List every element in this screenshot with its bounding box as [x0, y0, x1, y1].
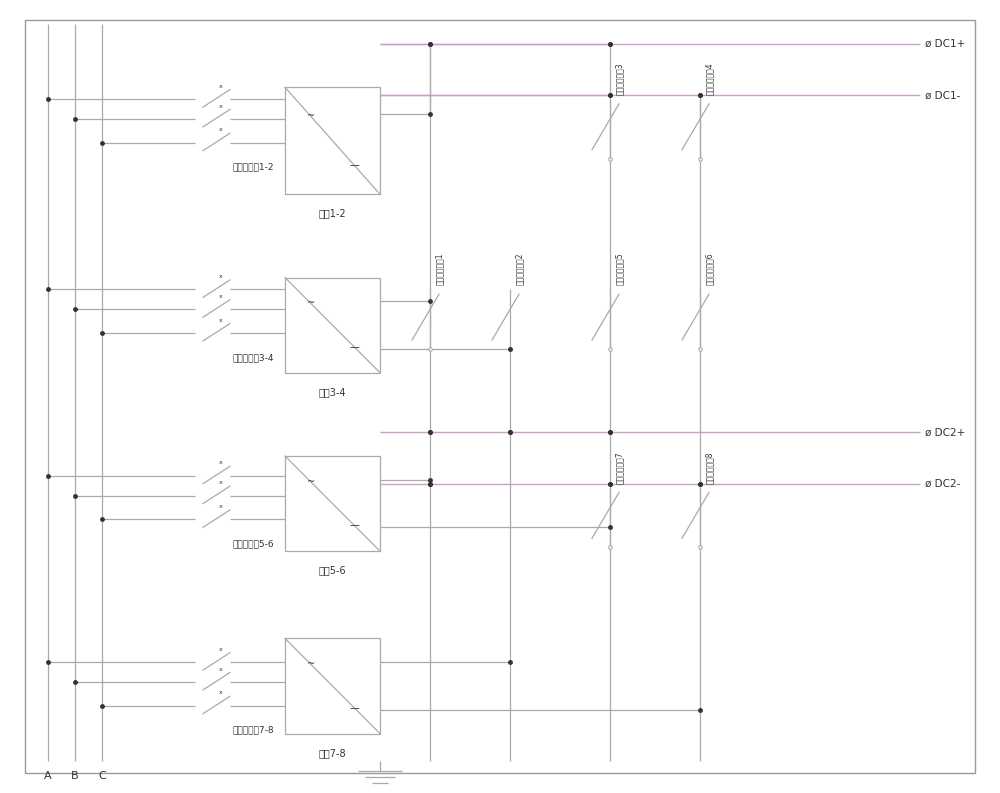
Text: C: C	[98, 771, 106, 781]
Bar	[285, 456, 380, 551]
Text: 进线断路器5-6: 进线断路器5-6	[233, 539, 275, 548]
Text: x: x	[219, 294, 223, 299]
Text: —: —	[349, 703, 359, 713]
Text: 回路熟断路器5: 回路熟断路器5	[615, 253, 624, 285]
Text: x: x	[219, 84, 223, 89]
Text: ~: ~	[307, 111, 315, 121]
Text: 回路熟断路器4: 回路熟断路器4	[705, 63, 714, 95]
Text: 进线断路器1-2: 进线断路器1-2	[233, 163, 274, 171]
Text: 进线断路器7-8: 进线断路器7-8	[233, 726, 275, 734]
Bar	[285, 278, 380, 373]
Text: —: —	[349, 520, 359, 531]
Text: B: B	[71, 771, 79, 781]
Text: 模块1-2: 模块1-2	[319, 209, 346, 219]
Text: 回路熟断路器2: 回路熟断路器2	[515, 253, 524, 285]
Text: 回路熟断路器1: 回路熟断路器1	[435, 253, 444, 285]
Bar	[285, 87, 380, 194]
Text: x: x	[219, 691, 223, 695]
Text: ø DC2+: ø DC2+	[925, 427, 965, 437]
Text: A: A	[44, 771, 52, 781]
Text: 回路熟断路器7: 回路熟断路器7	[615, 451, 624, 484]
Text: —: —	[349, 342, 359, 352]
Text: x: x	[219, 667, 223, 672]
Text: x: x	[219, 481, 223, 485]
Text: 模块7-8: 模块7-8	[319, 748, 346, 758]
Text: x: x	[219, 274, 223, 279]
Text: ø DC2-: ø DC2-	[925, 479, 960, 488]
Text: x: x	[219, 104, 223, 109]
Text: 回路熟断路器3: 回路熟断路器3	[615, 63, 624, 95]
Text: ø DC1-: ø DC1-	[925, 90, 960, 100]
Text: 模块5-6: 模块5-6	[319, 565, 346, 576]
Text: 进线断路器3-4: 进线断路器3-4	[233, 353, 274, 362]
Text: x: x	[219, 318, 223, 323]
Text: 回路熟断路器8: 回路熟断路器8	[705, 451, 714, 484]
Text: x: x	[219, 128, 223, 132]
Text: ~: ~	[307, 298, 315, 308]
Text: 回路熟断路器6: 回路熟断路器6	[705, 253, 714, 285]
Text: ø DC1+: ø DC1+	[925, 39, 965, 48]
Text: x: x	[219, 647, 223, 652]
Text: —: —	[349, 160, 359, 170]
Bar	[285, 638, 380, 734]
Text: x: x	[219, 504, 223, 509]
Text: ~: ~	[307, 477, 315, 487]
Text: ~: ~	[307, 659, 315, 669]
Text: 模块3-4: 模块3-4	[319, 387, 346, 397]
Text: x: x	[219, 461, 223, 465]
